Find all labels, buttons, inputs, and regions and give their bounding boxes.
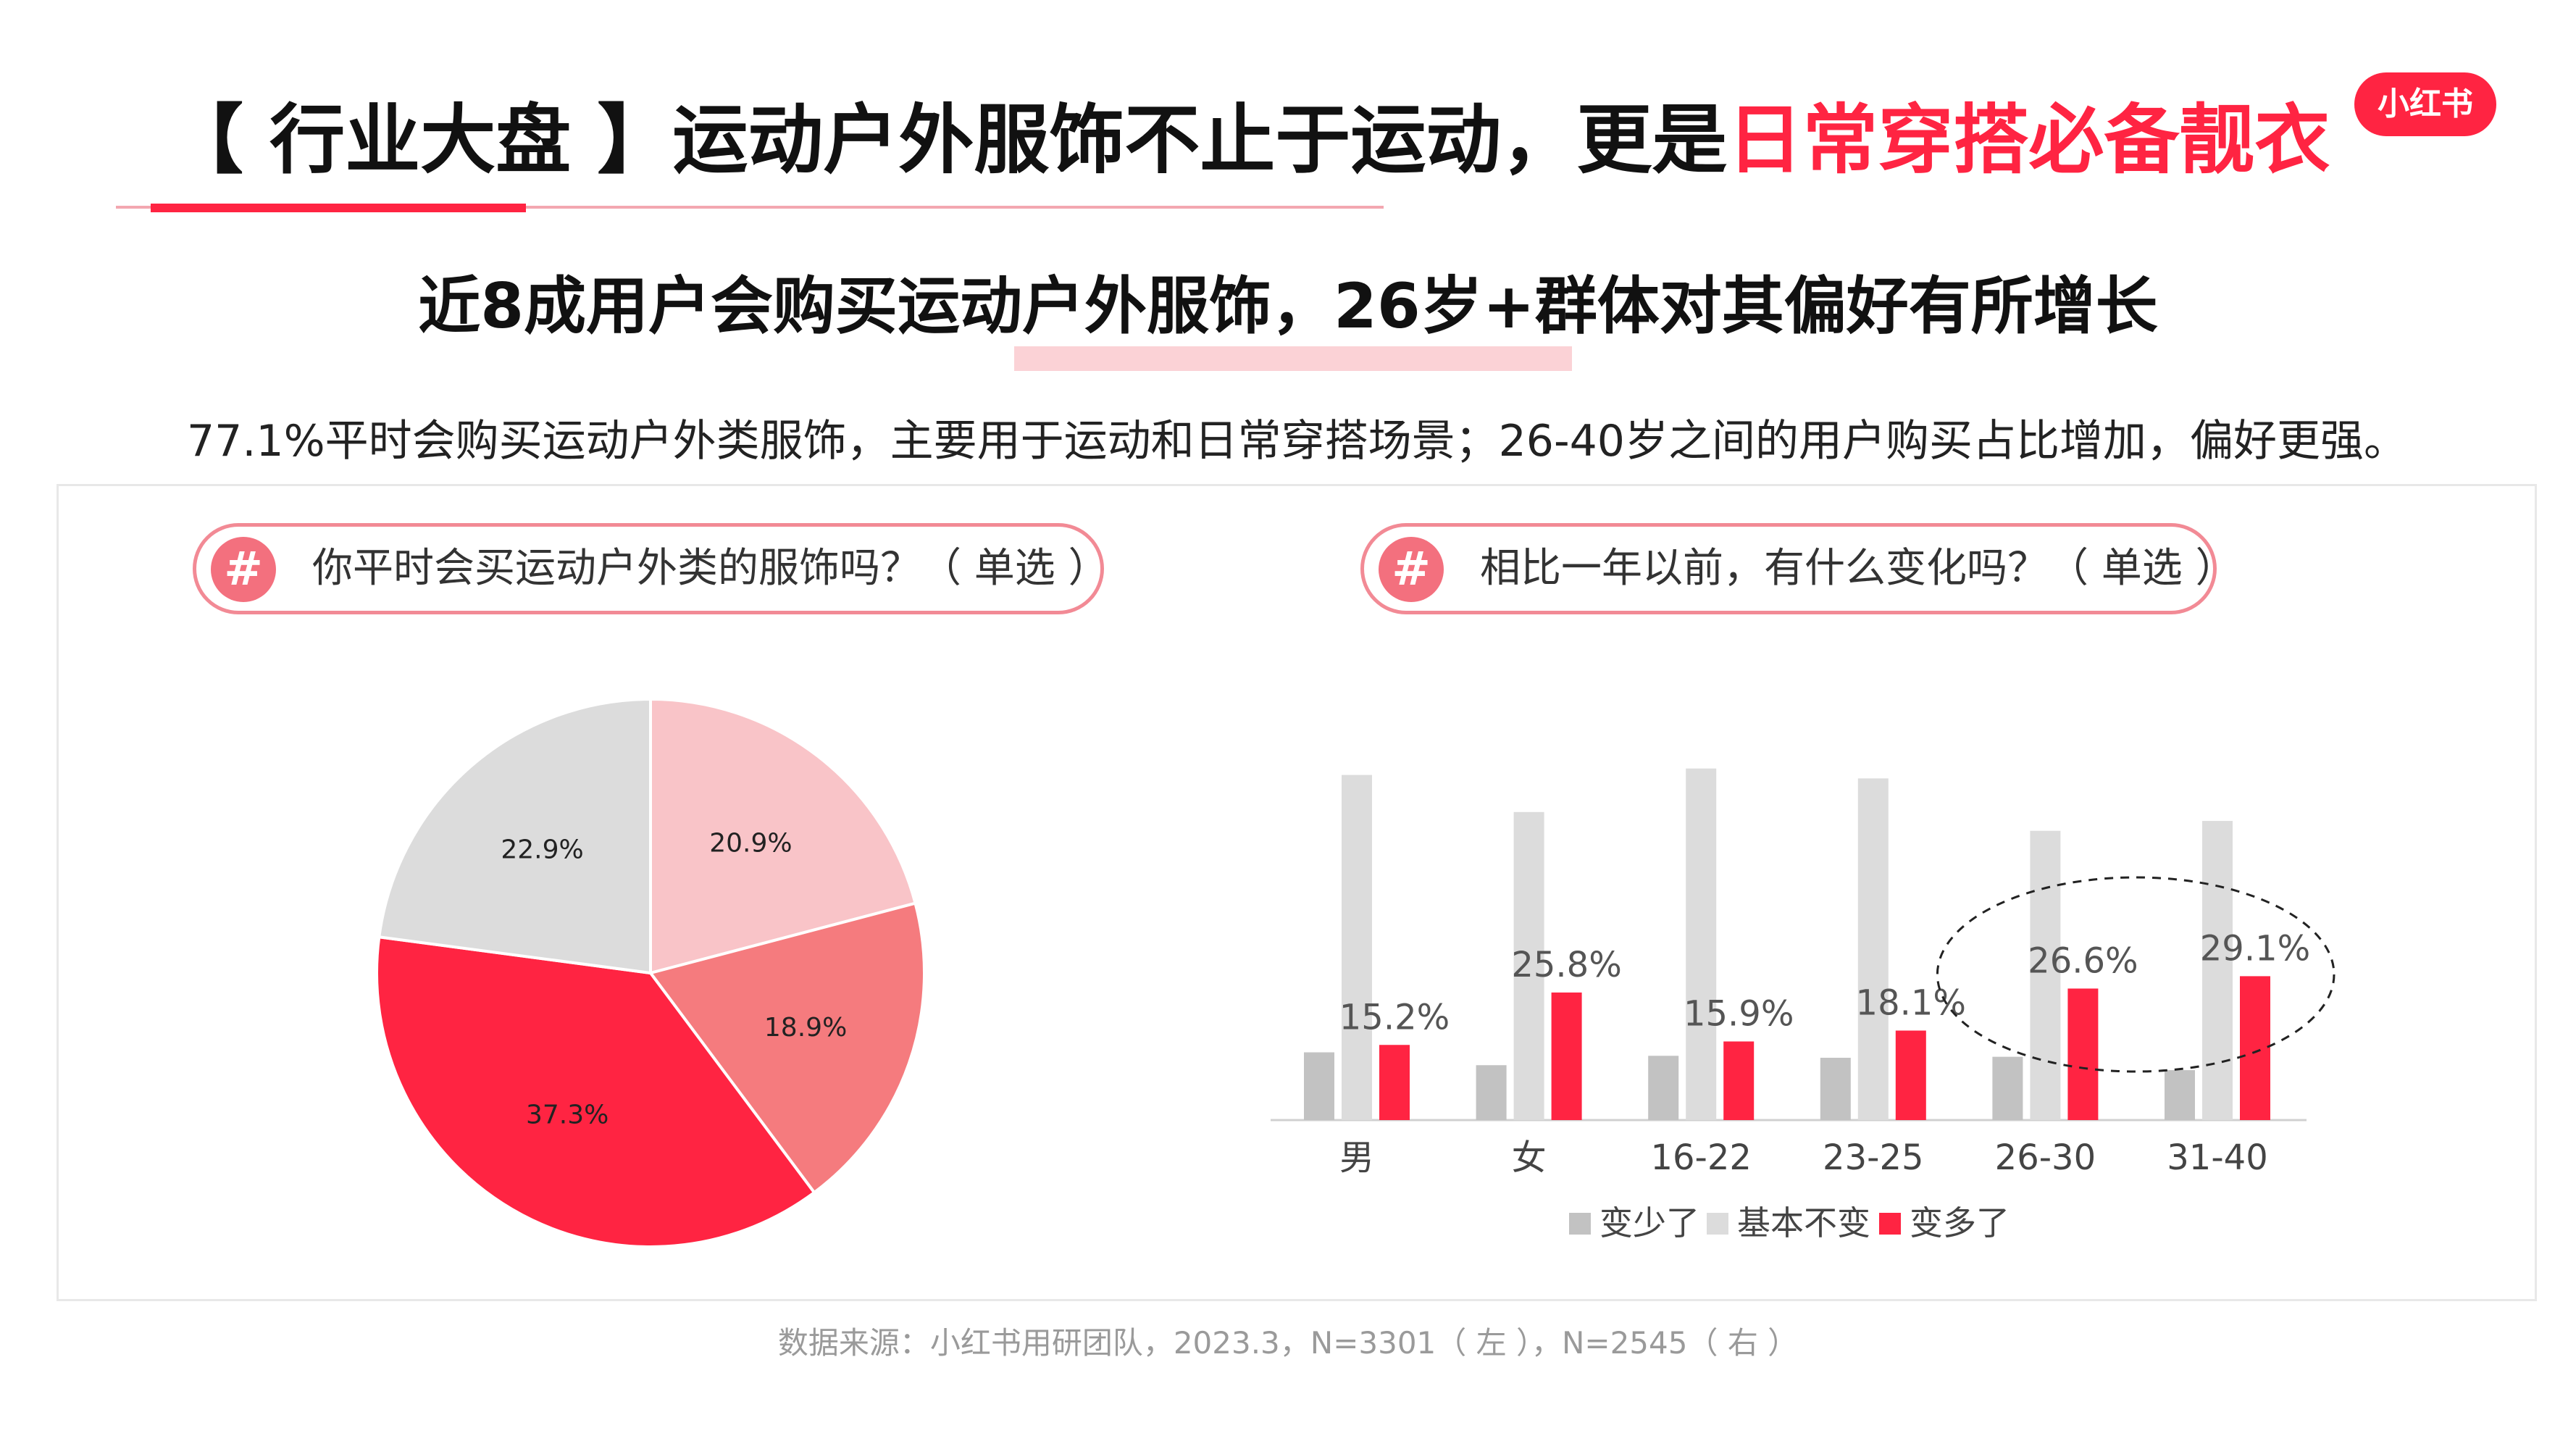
bar <box>2202 821 2233 1120</box>
x-tick-label: 男 <box>1339 1137 1374 1178</box>
bar <box>1992 1056 2023 1120</box>
title-highlight: 日常穿搭必备靓衣 <box>1727 96 2330 184</box>
bar <box>1304 1052 1334 1120</box>
bar <box>1551 992 1582 1120</box>
subtitle-highlight-bar <box>1014 346 1572 371</box>
bar <box>1342 774 1372 1120</box>
legend-swatch <box>1879 1213 1901 1235</box>
bar-data-label: 18.1% <box>1856 982 1966 1023</box>
bar <box>1379 1045 1410 1120</box>
x-tick-label: 女 <box>1512 1137 1547 1178</box>
page-title: 【 行业大盘 】运动户外服饰不止于运动，更是日常穿搭必备靓衣 <box>168 85 2330 194</box>
pie-slice-label: 18.9% <box>764 1013 847 1043</box>
bar <box>2067 988 2099 1120</box>
bar-data-label: 15.9% <box>1684 993 1794 1034</box>
bar-data-label: 15.2% <box>1339 997 1450 1037</box>
hashtag-icon: # <box>211 537 276 602</box>
brand-logo: 小红书 <box>2354 72 2496 136</box>
legend-swatch <box>1569 1213 1591 1235</box>
legend-label: 基本不变 <box>1737 1203 1870 1243</box>
pie-slice <box>377 697 652 975</box>
bar <box>1723 1041 1755 1120</box>
data-source-note: 数据来源：小红书用研团队，2023.3，N=3301（ 左 ），N=2545（ … <box>777 1325 1799 1361</box>
bar <box>1895 1030 1926 1120</box>
x-tick-label: 31-40 <box>2167 1137 2267 1178</box>
legend-label: 变少了 <box>1599 1203 1699 1243</box>
title-underline <box>116 206 1384 209</box>
pie-slice-label: 37.3% <box>526 1101 609 1130</box>
legend-label: 变多了 <box>1910 1203 2010 1243</box>
bar <box>1820 1058 1851 1120</box>
question-pill-right: # 相比一年以前，有什么变化吗？（ 单选 ） <box>1360 523 2236 614</box>
bar <box>1476 1065 1507 1120</box>
x-tick-label: 16-22 <box>1650 1137 1751 1178</box>
pie-slice <box>648 901 926 1195</box>
question-text-left: 你平时会买运动户外类的服饰吗？（ 单选 ） <box>312 545 1109 592</box>
legend-swatch <box>1707 1213 1728 1235</box>
title-text: 【 行业大盘 】运动户外服饰不止于运动，更是 <box>168 96 1728 184</box>
x-tick-label: 26-30 <box>1995 1137 2096 1178</box>
pie-slice <box>375 935 816 1248</box>
question-pill-left: # 你平时会买运动户外类的服饰吗？（ 单选 ） <box>193 523 1109 614</box>
bar-data-label: 26.6% <box>2028 940 2138 981</box>
bar <box>1648 1056 1679 1120</box>
bar-data-label: 29.1% <box>2200 928 2310 969</box>
pie-slice-label: 22.9% <box>501 835 583 864</box>
bar <box>2165 1070 2195 1120</box>
bar-data-label: 25.8% <box>1511 945 1621 985</box>
x-tick-label: 23-25 <box>1823 1137 1923 1178</box>
highlight-ellipse <box>1936 876 2335 1073</box>
bar <box>2240 976 2270 1120</box>
description: 77.1%平时会购买运动户外类服饰，主要用于运动和日常穿搭场景；26-40岁之间… <box>187 416 2407 467</box>
question-text-right: 相比一年以前，有什么变化吗？（ 单选 ） <box>1480 545 2236 592</box>
subtitle: 近8成用户会购买运动户外服饰，26岁+群体对其偏好有所增长 <box>418 270 2158 343</box>
pie-slice <box>649 697 917 975</box>
bar <box>2030 830 2061 1120</box>
title-underline-accent <box>151 204 526 212</box>
bar <box>1513 811 1544 1120</box>
bar <box>1686 768 1717 1120</box>
hashtag-icon: # <box>1379 537 1444 602</box>
bar <box>1857 778 1889 1120</box>
pie-slice-label: 20.9% <box>709 828 792 858</box>
